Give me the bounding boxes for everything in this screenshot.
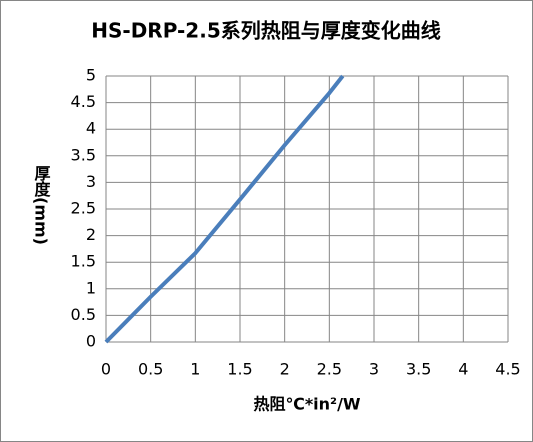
chart-title: HS-DRP-2.5系列热阻与厚度变化曲线	[91, 19, 440, 43]
x-tick-label: 1	[190, 360, 200, 379]
y-tick-label: 3.5	[71, 145, 96, 164]
x-tick-label: 0	[101, 360, 111, 379]
x-tick-label: 0.5	[138, 360, 163, 379]
y-tick-label: 5	[86, 66, 96, 85]
y-tick-label: 2	[86, 225, 96, 244]
y-tick-label: 3	[86, 172, 96, 191]
y-tick-label: 4.5	[71, 92, 96, 111]
x-tick-label: 4	[458, 360, 468, 379]
y-tick-label: 4	[86, 119, 96, 138]
x-tick-label: 2.5	[317, 360, 342, 379]
y-tick-label: 0.5	[71, 305, 96, 324]
y-tick-label: 0	[86, 332, 96, 351]
x-tick-label: 3	[369, 360, 379, 379]
x-tick-label: 4.5	[495, 360, 520, 379]
line-series	[104, 74, 345, 344]
x-tick-label: 3.5	[406, 360, 431, 379]
y-axis-label: 厚度(mm)	[32, 165, 51, 245]
x-tick-label: 2	[280, 360, 290, 379]
y-tick-label: 1.5	[71, 252, 96, 271]
x-axis-label: 热阻℃*in²/W	[253, 395, 360, 414]
y-tick-label: 1	[86, 278, 96, 297]
y-tick-label: 2.5	[71, 199, 96, 218]
x-tick-label: 1.5	[227, 360, 252, 379]
